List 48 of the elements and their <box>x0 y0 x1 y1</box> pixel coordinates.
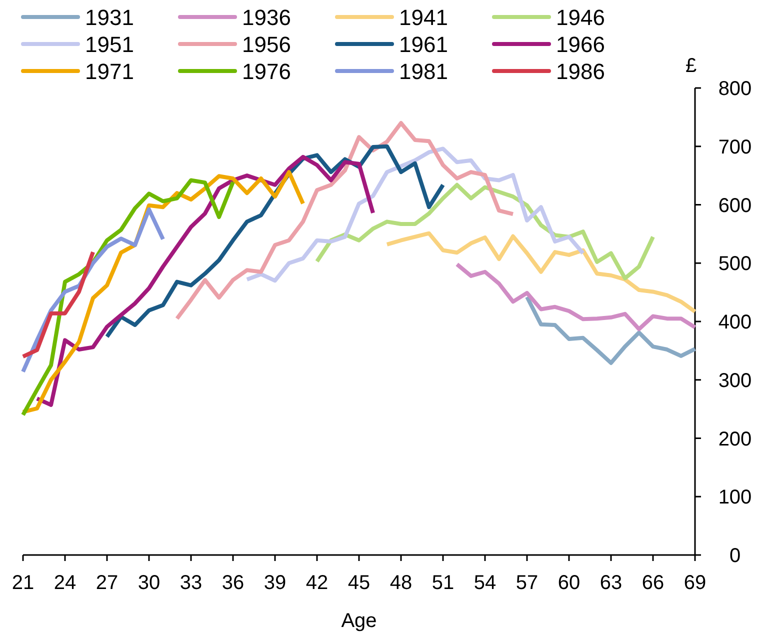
x-tick-label: 63 <box>600 572 622 594</box>
legend-label: 1941 <box>399 5 448 30</box>
y-tick-label: 300 <box>718 370 752 392</box>
legend-label: 1946 <box>556 5 605 30</box>
x-tick-label: 45 <box>348 572 370 594</box>
legend-label: 1986 <box>556 59 605 84</box>
line-series <box>245 146 585 283</box>
line-series <box>385 231 697 314</box>
legend-label: 1951 <box>85 32 134 57</box>
line-series <box>175 121 515 321</box>
y-tick-label: 200 <box>718 428 752 450</box>
legend-label: 1936 <box>242 5 291 30</box>
y-tick-label: 800 <box>718 78 752 100</box>
legend-label: 1961 <box>399 32 448 57</box>
x-tick-label: 33 <box>180 572 202 594</box>
x-tick-label: 27 <box>96 572 118 594</box>
x-tick-label: 21 <box>12 572 34 594</box>
y-tick-label: 0 <box>729 545 741 567</box>
x-tick-label: 69 <box>684 572 706 594</box>
line-series <box>455 262 697 332</box>
line-series <box>21 250 95 359</box>
y-tick-label: 400 <box>718 312 752 334</box>
y-tick-label: 700 <box>718 136 752 158</box>
x-axis-title: Age <box>341 610 377 632</box>
x-tick-label: 24 <box>54 572 76 594</box>
y-tick-label: 600 <box>718 194 752 217</box>
y-axis-title: £ <box>685 55 697 77</box>
y-tick-label: 100 <box>718 486 752 509</box>
x-tick-label: 60 <box>558 572 580 594</box>
x-tick-label: 30 <box>138 572 160 594</box>
x-tick-label: 42 <box>306 572 328 594</box>
line-series <box>525 294 697 365</box>
x-tick-label: 51 <box>432 572 454 594</box>
x-tick-label: 48 <box>390 572 412 594</box>
x-tick-label: 39 <box>264 572 286 594</box>
x-tick-label: 54 <box>474 572 496 594</box>
legend-label: 1966 <box>556 32 605 57</box>
legend-label: 1976 <box>242 59 291 84</box>
legend-label: 1971 <box>85 59 134 84</box>
line-series <box>21 178 235 417</box>
x-tick-label: 66 <box>642 572 664 594</box>
legend-label: 1956 <box>242 32 291 57</box>
x-tick-label: 57 <box>516 572 538 594</box>
line-series <box>35 154 375 407</box>
legend-label: 1981 <box>399 59 448 84</box>
y-tick-label: 500 <box>718 253 752 276</box>
legend-label: 1931 <box>85 5 134 30</box>
x-tick-label: 36 <box>222 572 244 594</box>
